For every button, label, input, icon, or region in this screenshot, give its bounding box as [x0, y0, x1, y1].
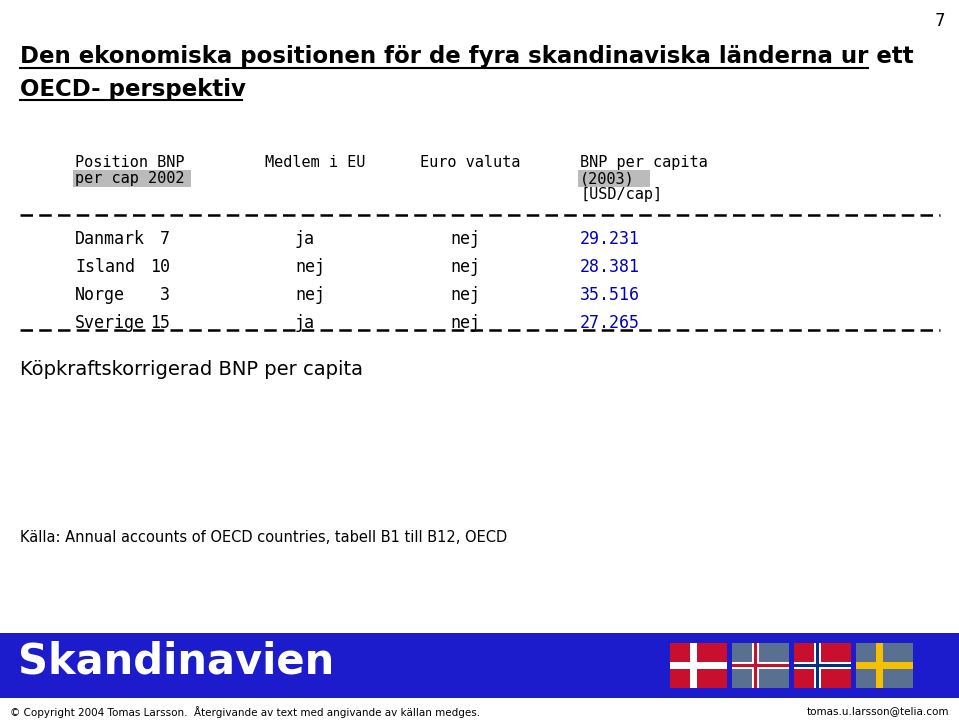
Bar — [856, 643, 913, 688]
Text: Källa: Annual accounts of OECD countries, tabell B1 till B12, OECD: Källa: Annual accounts of OECD countries… — [20, 530, 507, 545]
Text: Den ekonomiska positionen för de fyra skandinaviska länderna ur ett: Den ekonomiska positionen för de fyra sk… — [20, 45, 914, 68]
Text: tomas.u.larsson@telia.com: tomas.u.larsson@telia.com — [807, 706, 949, 716]
Text: BNP per capita: BNP per capita — [580, 155, 708, 170]
Text: nej: nej — [295, 258, 325, 276]
Text: Medlem i EU: Medlem i EU — [265, 155, 365, 170]
Text: nej: nej — [295, 286, 325, 304]
Text: nej: nej — [450, 230, 480, 248]
Bar — [856, 662, 913, 669]
Bar — [732, 664, 789, 667]
Text: 35.516: 35.516 — [580, 286, 640, 304]
Text: nej: nej — [450, 258, 480, 276]
Text: (2003): (2003) — [580, 171, 635, 186]
Text: ja: ja — [295, 230, 315, 248]
Text: 7: 7 — [160, 230, 170, 248]
Text: 15: 15 — [150, 314, 170, 332]
Bar — [752, 643, 759, 688]
Text: © Copyright 2004 Tomas Larsson.  Återgivande av text med angivande av källan med: © Copyright 2004 Tomas Larsson. Återgiva… — [10, 706, 480, 718]
Bar — [732, 662, 789, 669]
Bar — [754, 643, 757, 688]
Bar — [690, 643, 697, 688]
Text: 28.381: 28.381 — [580, 258, 640, 276]
Bar — [670, 643, 727, 688]
Bar — [732, 643, 789, 688]
Bar — [876, 643, 883, 688]
Text: [USD/cap]: [USD/cap] — [580, 187, 662, 202]
Bar — [578, 170, 650, 187]
Text: Norge: Norge — [75, 286, 125, 304]
Text: Köpkraftskorrigerad BNP per capita: Köpkraftskorrigerad BNP per capita — [20, 360, 363, 379]
Text: nej: nej — [450, 286, 480, 304]
Bar — [816, 643, 819, 688]
Text: 7: 7 — [934, 12, 945, 30]
Text: 29.231: 29.231 — [580, 230, 640, 248]
Bar — [670, 662, 727, 669]
Bar — [814, 643, 821, 688]
Text: nej: nej — [450, 314, 480, 332]
Text: Sverige: Sverige — [75, 314, 145, 332]
Text: Euro valuta: Euro valuta — [420, 155, 521, 170]
Bar — [794, 662, 851, 669]
Text: 10: 10 — [150, 258, 170, 276]
Text: OECD- perspektiv: OECD- perspektiv — [20, 78, 246, 101]
Bar — [0, 633, 959, 698]
Text: Position BNP: Position BNP — [75, 155, 184, 170]
Bar — [73, 170, 191, 187]
Text: per cap 2002: per cap 2002 — [75, 171, 184, 186]
Bar — [794, 664, 851, 667]
Text: 27.265: 27.265 — [580, 314, 640, 332]
Text: Skandinavien: Skandinavien — [18, 641, 335, 683]
Bar — [794, 643, 851, 688]
Text: Danmark: Danmark — [75, 230, 145, 248]
Text: ja: ja — [295, 314, 315, 332]
Text: Island: Island — [75, 258, 135, 276]
Text: 3: 3 — [160, 286, 170, 304]
